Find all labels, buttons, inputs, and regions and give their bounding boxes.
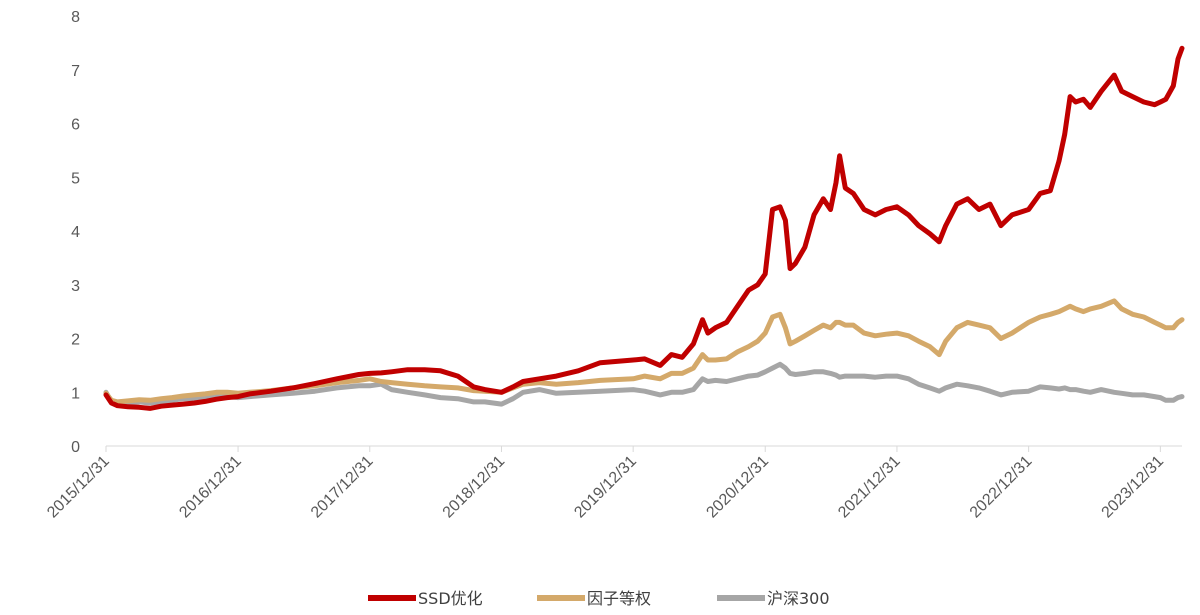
x-tick-label: 2015/12/31: [44, 453, 113, 522]
x-tick-label: 2018/12/31: [440, 453, 509, 522]
y-tick-label: 4: [71, 224, 80, 241]
x-axis: 2015/12/31 2016/12/31 2017/12/31 2018/12/31…: [44, 445, 1182, 522]
y-tick-label: 7: [71, 63, 80, 80]
y-tick-label: 2: [71, 332, 80, 349]
series-line-2: [103, 361, 1185, 407]
plot-area: [103, 45, 1185, 411]
y-axis: 0 1 2 3 4 5 6 7 8: [71, 9, 80, 456]
y-tick-label: 5: [71, 170, 80, 187]
y-tick-label: 0: [71, 439, 80, 456]
series-line-0: [103, 45, 1185, 411]
legend-label: 沪深300: [767, 589, 830, 608]
legend-label: 因子等权: [587, 589, 651, 608]
y-tick-label: 3: [71, 278, 80, 295]
y-tick-label: 1: [71, 385, 80, 402]
x-tick-label: 2020/12/31: [703, 453, 772, 522]
x-tick-label: 2019/12/31: [571, 453, 640, 522]
legend: SSD优化 因子等权 沪深300: [368, 589, 830, 608]
x-tick-label: 2023/12/31: [1099, 453, 1168, 522]
x-tick-label: 2021/12/31: [835, 453, 904, 522]
series-line-1: [103, 298, 1185, 405]
legend-label: SSD优化: [418, 589, 483, 608]
y-tick-label: 8: [71, 9, 80, 26]
x-tick-label: 2017/12/31: [308, 453, 377, 522]
x-tick-label: 2022/12/31: [967, 453, 1036, 522]
x-tick-label: 2016/12/31: [176, 453, 245, 522]
y-tick-label: 6: [71, 117, 80, 134]
